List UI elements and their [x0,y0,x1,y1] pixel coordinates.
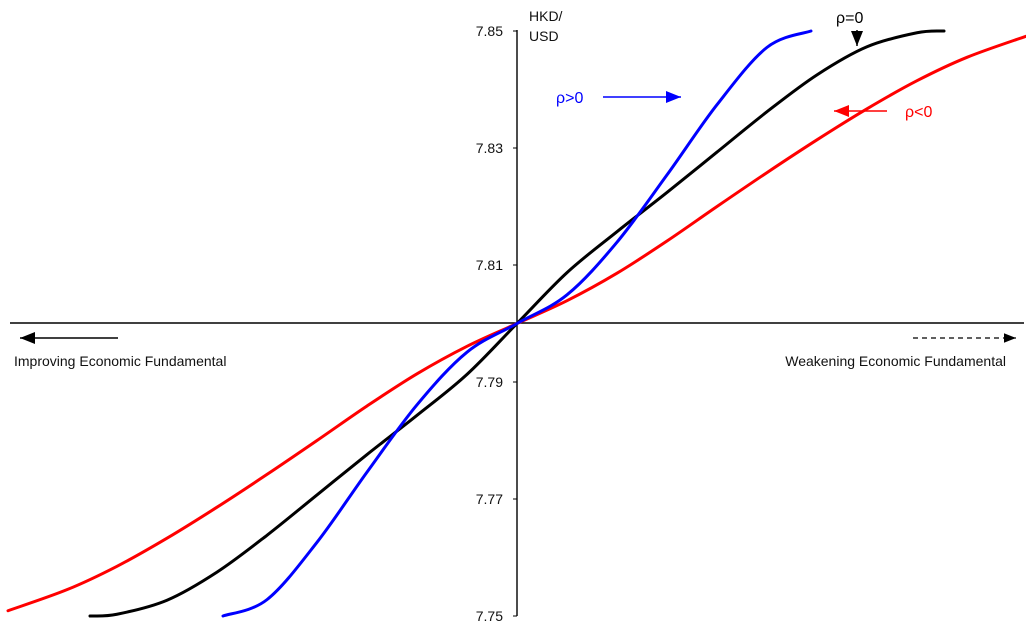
y-axis-label-line-1: HKD/ [529,8,563,24]
x-right-label: Weakening Economic Fundamental [785,353,1006,369]
series-label-positive: ρ>0 [556,90,583,107]
y-tick-label-775: 7.75 [476,608,503,624]
x-left-label: Improving Economic Fundamental [14,353,226,369]
series-line-0 [221,29,813,618]
y-tick-label-783: 7.83 [476,140,503,156]
y-tick-label-785: 7.85 [476,23,503,39]
series-layer [6,29,1026,618]
y-tick-label-781: 7.81 [476,257,503,273]
y-tick-label-779: 7.79 [476,374,503,390]
series-label-zero: ρ=0 [836,10,863,27]
series-label-negative: ρ<0 [905,104,932,121]
y-axis-label-line-2: USD [529,28,559,44]
annotations: ρ>0 ρ=0 ρ<0 [556,10,932,121]
y-tick-label-777: 7.77 [476,491,503,507]
axes: 7.85 7.83 7.81 7.79 7.77 7.75 HKD/ USD I… [10,8,1024,624]
